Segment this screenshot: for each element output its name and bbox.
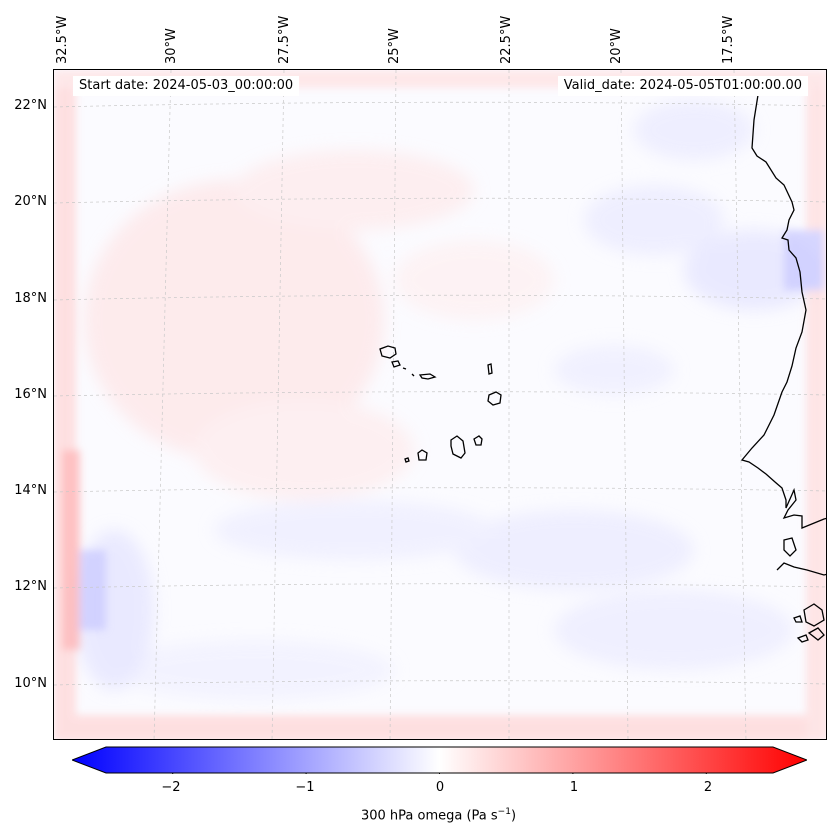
lat-label-14n: 14°N [14,483,47,498]
lat-label-10n: 10°N [14,676,47,691]
colorbar-tick-label: 2 [703,780,713,795]
bijagos-island-4 [793,615,803,623]
lon-label-17-5w: 17.5°W [721,15,736,64]
valid-date-label: Valid_date: 2024-05-05T01:00:00.00 [557,76,808,96]
omega-field-blobs [74,100,824,700]
omega-field [54,70,826,739]
colorbar-title-exponent: −1 [497,807,511,817]
colorbar [72,746,807,774]
colorbar-ticks [172,773,707,774]
colorbar-tick-label: −1 [295,780,315,795]
colorbar-tick-label: 0 [435,780,445,795]
lon-label-30w: 30°W [164,28,179,64]
island-maio [473,435,483,446]
colorbar-title: 300 hPa omega (Pa s−1) [0,807,837,823]
island-sal [487,363,493,375]
island-santo-antao [379,345,397,359]
colorbar-title-main: 300 hPa omega (Pa s [360,808,498,824]
colorbar-title-end: ) [510,808,517,824]
lon-label-27-5w: 27.5°W [277,15,292,64]
island-santiago [450,435,466,459]
bijagos-island-3 [796,634,809,643]
lat-label-12n: 12°N [14,579,47,594]
coast-island-1 [783,537,797,557]
lat-label-16n: 16°N [14,387,47,402]
island-sao-nicolau [418,373,437,380]
gambia-coastline [776,562,826,576]
gridlines [54,70,826,739]
colorbar-gradient [72,746,807,774]
island-boa-vista [487,391,502,406]
start-date-label: Start date: 2024-05-03_00:00:00 [73,76,300,96]
lon-label-20w: 20°W [609,28,624,64]
lat-label-18n: 18°N [14,291,47,306]
island-brava [404,457,410,463]
lon-label-32-5w: 32.5°W [55,15,70,64]
coastline [379,87,826,643]
colorbar-tick-label: 1 [569,780,579,795]
lon-label-25w: 25°W [387,28,402,64]
bijagos-island-1 [803,603,825,627]
lat-label-22n: 22°N [14,98,47,113]
island-raso [411,373,415,377]
island-santa-luzia [402,367,407,370]
bijagos-island-2 [807,627,825,641]
africa-coastline [740,87,826,529]
colorbar-tick-label: −2 [161,780,181,795]
island-fogo [417,449,428,461]
island-sao-vicente [391,360,401,368]
map-panel [53,69,827,740]
lat-label-20n: 20°N [14,194,47,209]
lon-label-22-5w: 22.5°W [499,15,514,64]
